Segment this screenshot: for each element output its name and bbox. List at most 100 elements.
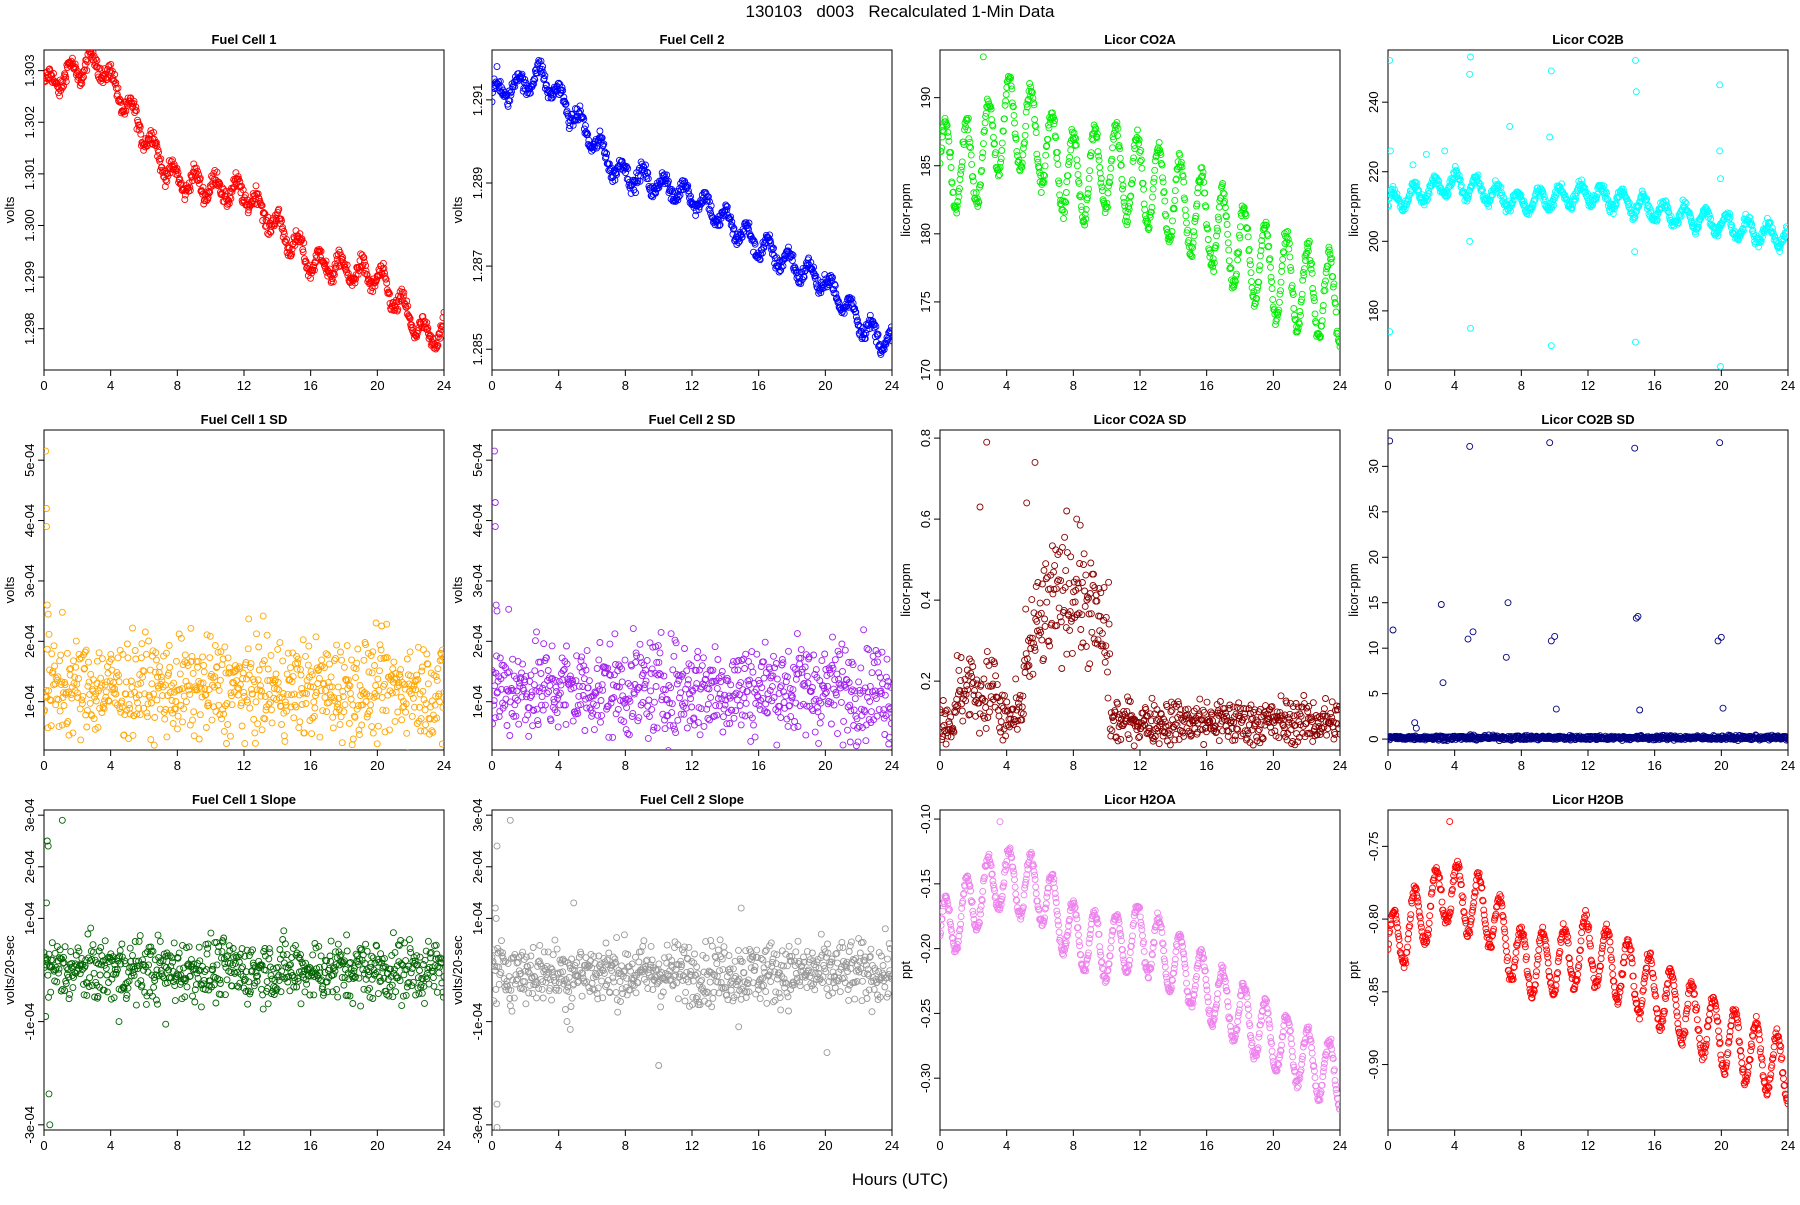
data-point — [1172, 188, 1178, 194]
data-point — [379, 694, 385, 700]
data-point — [964, 683, 970, 689]
data-point — [303, 653, 309, 659]
x-tick-label: 0 — [936, 758, 943, 773]
data-point — [1043, 152, 1049, 158]
data-point — [1102, 659, 1108, 665]
y-axis-label: licor-ppm — [1346, 183, 1361, 236]
data-point — [181, 693, 187, 699]
data-point — [1117, 155, 1123, 161]
x-tick-label: 16 — [303, 378, 317, 393]
data-point — [200, 654, 206, 660]
data-point — [143, 651, 149, 657]
data-point — [132, 648, 138, 654]
data-point — [423, 722, 429, 728]
data-point — [1224, 222, 1230, 228]
data-point — [1086, 186, 1092, 192]
data-point — [44, 646, 50, 652]
data-point — [76, 676, 82, 682]
data-point — [330, 725, 336, 731]
data-point — [1052, 563, 1058, 569]
data-point — [1718, 176, 1724, 182]
data-point — [151, 742, 157, 748]
data-point — [673, 730, 679, 736]
data-point — [305, 662, 311, 668]
data-point — [1183, 213, 1189, 219]
data-point — [319, 657, 325, 663]
data-point — [212, 642, 218, 648]
y-tick-label: 3e-04 — [470, 564, 485, 597]
data-point — [983, 725, 989, 731]
y-tick-label: 190 — [918, 87, 933, 109]
data-point — [71, 658, 77, 664]
data-point — [1309, 270, 1315, 276]
x-tick-label: 4 — [107, 378, 114, 393]
data-point — [197, 712, 203, 718]
y-tick-label: 180 — [918, 223, 933, 245]
data-point — [1029, 597, 1035, 603]
data-point — [720, 714, 726, 720]
data-point — [240, 670, 246, 676]
data-point — [737, 703, 743, 709]
data-point — [56, 724, 62, 730]
data-point — [1105, 669, 1111, 675]
data-point — [1225, 231, 1231, 237]
data-point — [812, 729, 818, 735]
data-point — [1023, 606, 1029, 612]
data-point — [1082, 588, 1088, 594]
y-axis-label: volts — [450, 576, 465, 603]
data-point — [847, 739, 853, 745]
x-tick-label: 24 — [437, 758, 451, 773]
data-point — [1235, 257, 1241, 263]
data-point — [1011, 112, 1017, 118]
data-point — [1717, 148, 1723, 154]
data-point — [1105, 695, 1111, 701]
data-point — [148, 700, 154, 706]
data-point — [1139, 165, 1145, 171]
data-point — [532, 668, 538, 674]
x-tick-label: 8 — [1070, 758, 1077, 773]
data-point — [674, 681, 680, 687]
data-point — [1032, 117, 1038, 123]
data-point — [546, 689, 552, 695]
data-point — [253, 699, 259, 705]
data-point — [1014, 726, 1020, 732]
data-point — [133, 656, 139, 662]
data-point — [353, 675, 359, 681]
data-point — [1042, 163, 1048, 169]
data-point — [227, 733, 233, 739]
data-point — [73, 638, 79, 644]
data-point — [1087, 168, 1093, 174]
y-tick-label: 1.303 — [22, 54, 37, 87]
data-point — [1298, 312, 1304, 318]
data-point — [1108, 165, 1114, 171]
data-point — [105, 670, 111, 676]
data-point — [1125, 732, 1131, 738]
data-point — [1033, 130, 1039, 136]
x-tick-label: 20 — [818, 378, 832, 393]
data-point — [324, 709, 330, 715]
data-point — [741, 695, 747, 701]
data-point — [350, 736, 356, 742]
data-point — [1276, 299, 1282, 305]
data-point — [1135, 127, 1141, 133]
data-point — [714, 685, 720, 691]
y-tick-label: 5e-04 — [22, 444, 37, 477]
data-point — [93, 698, 99, 704]
data-point — [886, 741, 892, 747]
x-tick-label: 24 — [1781, 378, 1795, 393]
data-point — [707, 717, 713, 723]
data-point — [1245, 234, 1251, 240]
x-tick-label: 16 — [751, 758, 765, 773]
data-point — [798, 647, 804, 653]
data-point — [869, 670, 875, 676]
panel-title: Licor CO2A SD — [1094, 412, 1187, 427]
y-axis-label: volts — [2, 576, 17, 603]
panel-title: Fuel Cell 2 — [659, 32, 724, 47]
data-point — [1172, 197, 1178, 203]
data-point — [403, 709, 409, 715]
data-point — [44, 602, 50, 608]
data-point — [868, 709, 874, 715]
data-point — [597, 128, 603, 134]
